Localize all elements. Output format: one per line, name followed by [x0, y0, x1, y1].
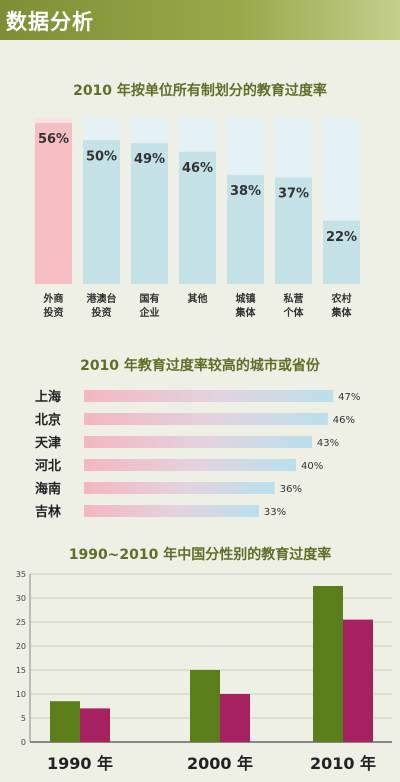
city-bar-chart: 上海 47% 北京 46% 天津 43% 河北 40% 海南 36% 吉林 33% [35, 389, 360, 520]
category-label: 外商 [43, 292, 64, 305]
bar-value-label: 56% [38, 132, 69, 147]
bar [131, 143, 168, 284]
bar [227, 174, 264, 284]
y-tick-label: 30 [16, 594, 26, 603]
bar [323, 220, 360, 284]
bar [84, 390, 334, 402]
city-label: 吉林 [35, 504, 61, 520]
bar [84, 436, 312, 448]
bar-value-label: 46% [333, 415, 355, 426]
y-tick-label: 35 [16, 570, 26, 579]
x-category-label: 2000 年 [187, 754, 253, 773]
category-label: 投资 [92, 306, 112, 319]
city-label: 河北 [35, 458, 61, 474]
category-label: 农村 [331, 292, 352, 305]
category-label: 城镇 [236, 292, 256, 305]
bar-value-label: 46% [182, 161, 213, 176]
city-label: 海南 [35, 481, 61, 497]
category-label: 企业 [139, 306, 160, 319]
y-tick-label: 5 [21, 714, 26, 723]
bar [84, 505, 259, 517]
bar [84, 482, 275, 494]
bar [35, 123, 72, 284]
header-banner: 数据分析 [0, 0, 400, 40]
gender-bar-chart: 0 5 10 15 20 25 30 35 1990 年 2000 年 2010 年 [16, 570, 392, 773]
bar-value-label: 38% [230, 184, 261, 199]
bar [343, 619, 373, 742]
bar [84, 459, 296, 471]
category-label: 港澳台 [87, 292, 117, 305]
bar [220, 694, 250, 742]
bar-value-label: 40% [301, 461, 323, 472]
bar [80, 708, 110, 742]
bar-value-label: 33% [264, 507, 286, 518]
x-category-label: 2010 年 [310, 754, 376, 773]
category-label: 国有 [140, 292, 160, 305]
y-tick-label: 20 [16, 642, 26, 651]
city-label: 天津 [35, 435, 61, 451]
chart2-title: 2010 年教育过度率较高的城市或省份 [80, 358, 320, 374]
bar [275, 177, 312, 284]
city-label: 上海 [35, 389, 61, 405]
category-label: 私营 [283, 292, 304, 305]
bar-value-label: 36% [280, 484, 302, 495]
bar-value-label: 47% [338, 392, 360, 403]
category-label: 集体 [331, 306, 353, 319]
y-tick-label: 0 [21, 738, 26, 747]
bar [179, 151, 216, 284]
bar-value-label: 43% [317, 438, 339, 449]
city-label: 北京 [35, 412, 61, 428]
bar-value-label: 37% [278, 187, 309, 202]
ownership-bar-chart: 56%外商投资50%港澳台投资49%国有企业46%其他38%城镇集体37%私营个… [35, 118, 360, 319]
chart3-title: 1990~2010 年中国分性别的教育过度率 [68, 547, 332, 563]
bar [84, 413, 328, 425]
category-label: 投资 [44, 306, 64, 319]
y-tick-label: 10 [16, 690, 26, 699]
bar [50, 701, 80, 742]
bar [313, 586, 343, 742]
bar [190, 670, 220, 742]
bar-value-label: 22% [326, 230, 357, 245]
chart1-title: 2010 年按单位所有制划分的教育过度率 [73, 83, 327, 99]
y-tick-label: 15 [16, 666, 26, 675]
bar-value-label: 49% [134, 152, 165, 167]
y-tick-label: 25 [16, 618, 26, 627]
category-label: 个体 [283, 306, 305, 319]
category-label: 其他 [188, 292, 208, 305]
category-label: 集体 [235, 306, 257, 319]
bar [83, 140, 120, 284]
bar-value-label: 50% [86, 149, 117, 164]
x-category-label: 1990 年 [47, 754, 113, 773]
page-title: 数据分析 [6, 10, 94, 34]
